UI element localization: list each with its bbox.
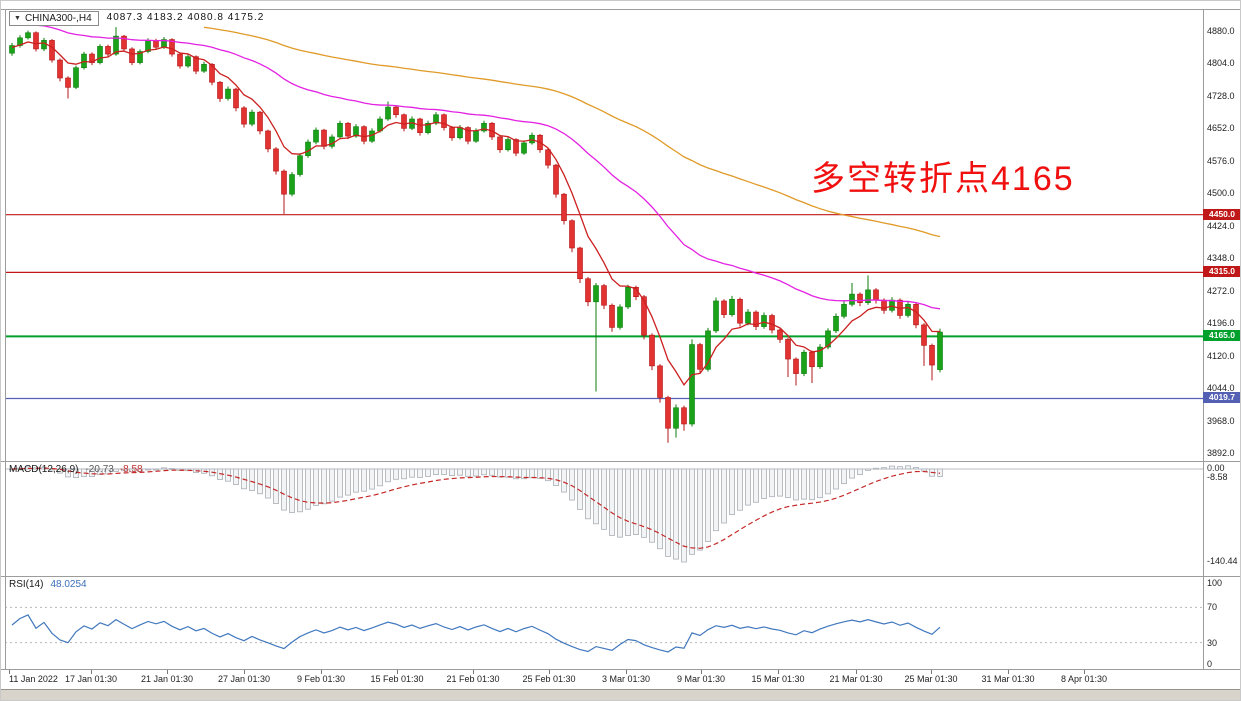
symbol-selector-box[interactable]: ▼ CHINA300-,H4 [9, 11, 99, 26]
bottom-tab-bar: CHINA300-,H4 [1, 689, 1240, 700]
price-scale-label: 4576.0 [1207, 155, 1235, 166]
time-axis-label: 15 Feb 01:30 [370, 674, 424, 684]
time-axis-tick [549, 670, 550, 674]
macd-main-value: -20.73 [85, 464, 114, 475]
price-scale-label: 4652.0 [1207, 123, 1235, 134]
time-axis-label: 21 Feb 01:30 [446, 674, 500, 684]
time-axis-tick [321, 670, 322, 674]
rsi-panel-separator[interactable] [1, 576, 1240, 577]
candles-layer [9, 27, 943, 443]
ma-mid-line [11, 22, 941, 310]
time-axis-label: 3 Mar 01:30 [601, 674, 651, 684]
time-axis-label: 21 Mar 01:30 [829, 674, 883, 684]
time-axis-label: 27 Jan 01:30 [217, 674, 271, 684]
symbol-period-label: CHINA300-,H4 [24, 13, 92, 24]
price-level-lines [5, 214, 1203, 400]
time-axis-label: 25 Feb 01:30 [522, 674, 576, 684]
time-axis-tick [9, 670, 10, 674]
time-axis-label: 9 Mar 01:30 [676, 674, 726, 684]
macd-scale-label: -140.44 [1207, 556, 1238, 566]
price-scale-label: 4500.0 [1207, 188, 1235, 199]
chart-header: ▼ CHINA300-,H4 4087.3 4183.2 4080.8 4175.2 [9, 11, 264, 26]
price-scale-label: 4348.0 [1207, 253, 1235, 264]
price-level-badge: 4315.0 [1203, 266, 1240, 278]
time-axis-tick [167, 670, 168, 674]
time-axis-label: 15 Mar 01:30 [751, 674, 805, 684]
main-panel-top-border [1, 9, 1240, 10]
rsi-scale-label: 30 [1207, 638, 1218, 648]
price-scale-label: 4272.0 [1207, 285, 1235, 296]
time-axis-tick [931, 670, 932, 674]
time-axis-tick [701, 670, 702, 674]
macd-panel-separator[interactable] [1, 461, 1240, 462]
rsi-header: RSI(14) 48.0254 [9, 579, 87, 590]
time-axis-label: 21 Jan 01:30 [140, 674, 194, 684]
time-axis-tick [1008, 670, 1009, 674]
time-axis-tick [1084, 670, 1085, 674]
rsi-value: 48.0254 [50, 579, 87, 590]
rsi-level-lines [5, 606, 1203, 644]
price-scale-label: 4804.0 [1207, 58, 1235, 69]
price-scale-label: 4424.0 [1207, 220, 1235, 231]
time-axis-label: 25 Mar 01:30 [904, 674, 958, 684]
price-scale-label: 4880.0 [1207, 26, 1235, 36]
price-scale-label: 4120.0 [1207, 350, 1235, 361]
rsi-scale-label: 0 [1207, 659, 1213, 669]
price-level-badge: 4450.0 [1203, 208, 1240, 220]
annotation-text: 多空转折点4165 [811, 160, 1075, 198]
time-axis-label: 8 Apr 01:30 [1060, 674, 1108, 684]
time-axis-tick [626, 670, 627, 674]
time-axis-line [1, 669, 1240, 670]
macd-signal-line [11, 467, 941, 549]
price-level-badge: 4019.7 [1203, 392, 1240, 404]
price-scale-label: 4044.0 [1207, 383, 1235, 394]
time-axis-tick [856, 670, 857, 674]
time-axis-label: 9 Feb 01:30 [296, 674, 346, 684]
time-axis-label: 17 Jan 01:30 [64, 674, 118, 684]
rsi-scale-label: 70 [1207, 602, 1218, 612]
dropdown-arrow-icon: ▼ [14, 15, 21, 22]
ma-fast-line [11, 41, 941, 386]
ohlc-values: 4087.3 4183.2 4080.8 4175.2 [106, 12, 265, 23]
macd-scale-label: 0.00 [1207, 463, 1225, 473]
price-scale-label: 3892.0 [1207, 448, 1235, 459]
macd-signal-value: -8.58 [119, 464, 143, 475]
rsi-label: RSI(14) [9, 579, 44, 590]
rsi-scale-label: 100 [1207, 578, 1223, 588]
time-axis-label: 11 Jan 2022 [9, 674, 58, 684]
macd-header: MACD(12,26,9) -20.73 -8.58 [9, 464, 143, 475]
macd-label: MACD(12,26,9) [9, 464, 79, 475]
price-scale-label: 3968.0 [1207, 415, 1235, 426]
macd-scale-label: -8.58 [1207, 472, 1228, 482]
time-axis-label: 31 Mar 01:30 [981, 674, 1035, 684]
ma-slow-line [203, 26, 941, 238]
rsi-line [11, 614, 941, 653]
price-scale-label: 4196.0 [1207, 318, 1235, 329]
time-axis-tick [473, 670, 474, 674]
macd-histogram [5, 465, 1203, 563]
price-level-badge: 4165.0 [1203, 330, 1240, 342]
time-axis-tick [397, 670, 398, 674]
chart-left-border [5, 9, 6, 669]
price-scale-label: 4728.0 [1207, 90, 1235, 101]
time-axis-tick [91, 670, 92, 674]
time-axis-tick [778, 670, 779, 674]
time-axis-tick [244, 670, 245, 674]
